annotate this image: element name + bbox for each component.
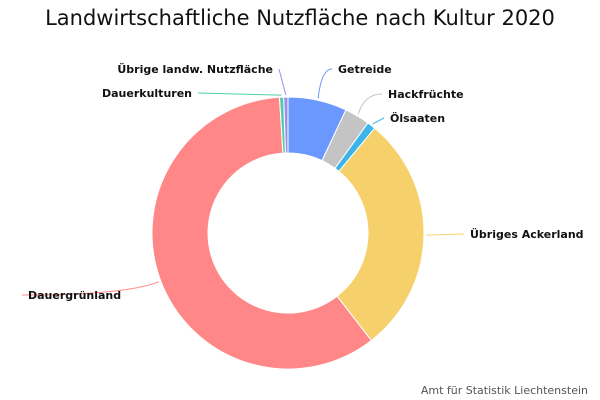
label-dauerkulturen: Dauerkulturen: [102, 87, 192, 100]
donut-hole: [208, 153, 368, 313]
leader-line-uebrige-landw-nutzflaeche: [278, 68, 287, 96]
leader-line-dauerkulturen: [197, 92, 282, 96]
slice-labels-group: Getreide Hackfrüchte Ölsaaten Übriges Acker…: [28, 62, 584, 302]
leader-line-oelsaaten: [372, 117, 385, 125]
leader-lines-group: [21, 68, 465, 296]
chart-title: Landwirtschaftliche Nutzfläche nach Kult…: [45, 6, 555, 30]
source-credit: Amt für Statistik Liechtenstein: [420, 384, 588, 397]
label-oelsaaten: Ölsaaten: [390, 111, 445, 125]
label-uebriges-ackerland: Übriges Ackerland: [470, 227, 584, 241]
slices-group: [151, 96, 425, 370]
leader-line-getreide: [317, 68, 333, 99]
leader-line-uebriges-ackerland: [425, 233, 465, 236]
label-dauergruenland: Dauergrünland: [28, 289, 121, 302]
leader-line-dauergruenland: [21, 281, 160, 296]
leader-line-hackfruechte: [357, 93, 383, 115]
label-getreide: Getreide: [338, 63, 392, 76]
label-uebrige-landw-nutzflaeche: Übrige landw. Nutzfläche: [117, 62, 273, 76]
label-hackfruechte: Hackfrüchte: [388, 88, 464, 101]
